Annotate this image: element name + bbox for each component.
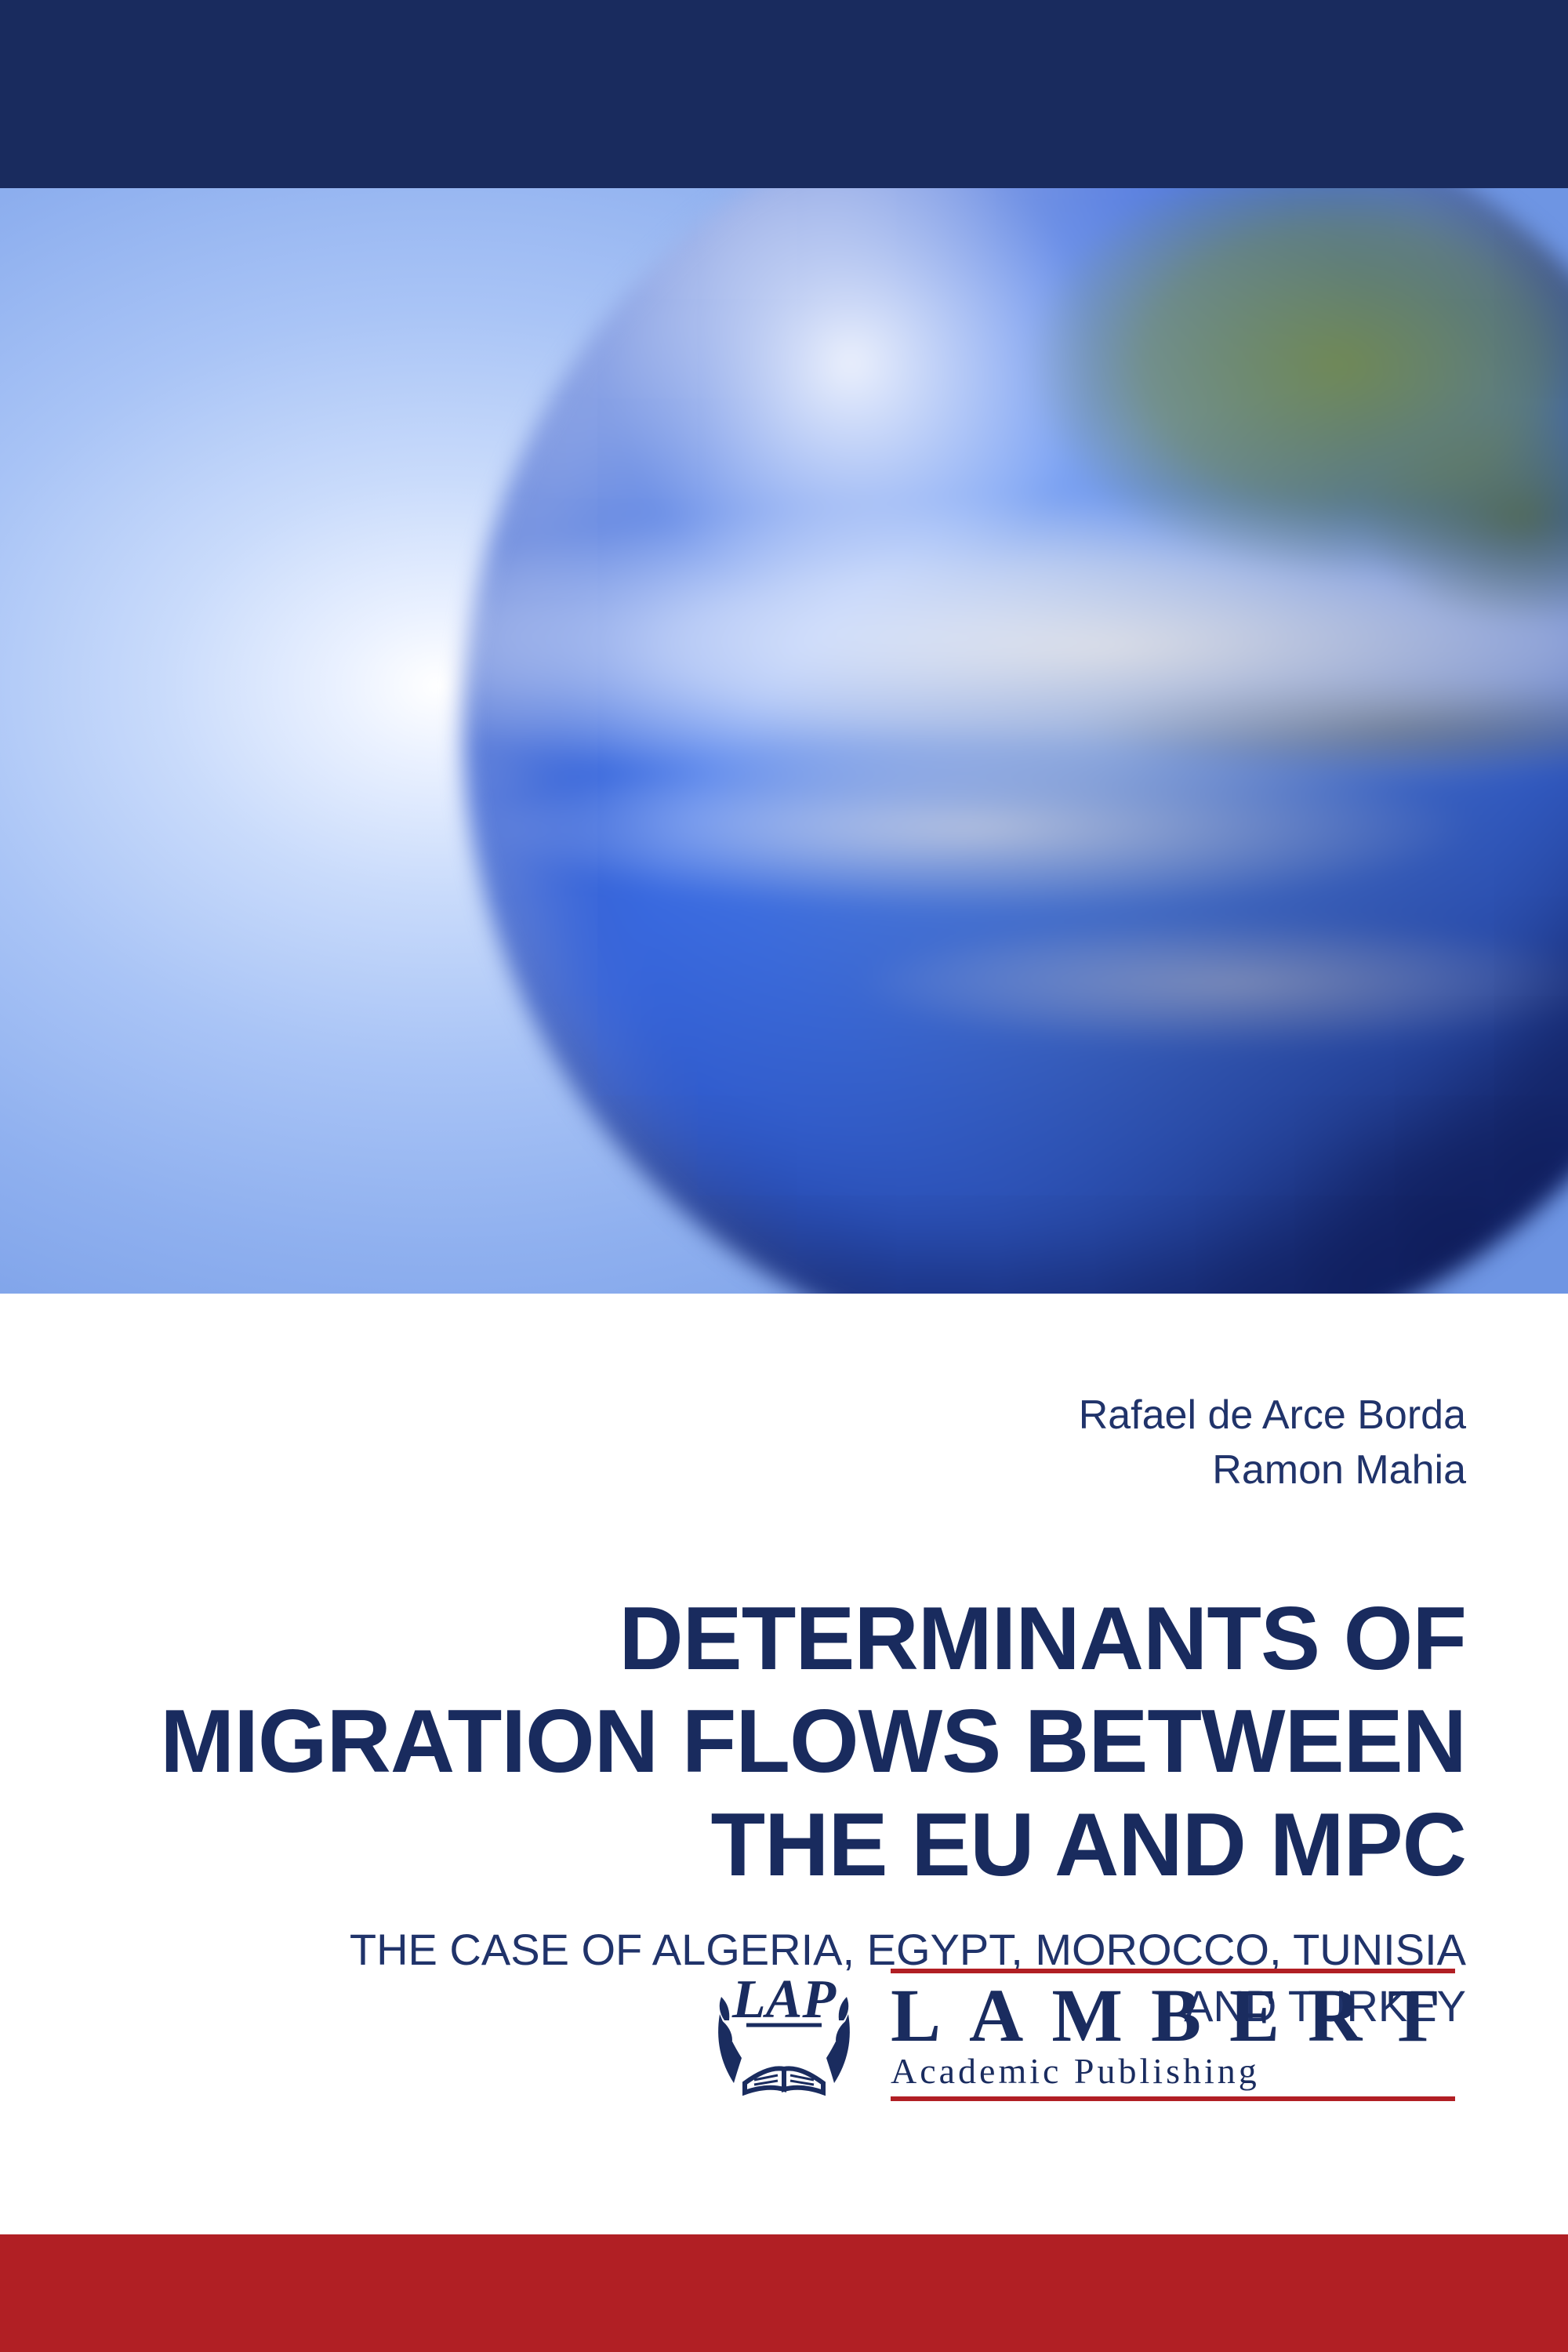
publisher-tagline: Academic Publishing bbox=[891, 2050, 1466, 2092]
book-title: DETERMINANTS OF MIGRATION FLOWS BETWEEN … bbox=[102, 1588, 1466, 1896]
badge-text: LAP bbox=[731, 1969, 837, 2030]
author-line-1: Rafael de Arce Borda bbox=[102, 1388, 1466, 1443]
hero-image bbox=[0, 188, 1568, 1294]
text-block: Rafael de Arce Borda Ramon Mahia DETERMI… bbox=[0, 1294, 1568, 2234]
author-line-2: Ramon Mahia bbox=[102, 1443, 1466, 1497]
publisher-name: LAMBERT bbox=[891, 1978, 1466, 2053]
bottom-bar bbox=[0, 2234, 1568, 2352]
book-cover: Rafael de Arce Borda Ramon Mahia DETERMI… bbox=[0, 0, 1568, 2352]
publisher-block: LAP LAMBERT Academic Publishing bbox=[706, 1962, 1466, 2101]
publisher-badge: LAP bbox=[706, 1965, 862, 2099]
publisher-text: LAMBERT Academic Publishing bbox=[891, 1962, 1466, 2101]
title-line-2: MIGRATION FLOWS BETWEEN bbox=[102, 1690, 1466, 1793]
globe-illustration bbox=[463, 188, 1568, 1294]
title-line-3: THE EU AND MPC bbox=[102, 1794, 1466, 1896]
title-line-1: DETERMINANTS OF bbox=[102, 1588, 1466, 1690]
publisher-rule-bottom bbox=[891, 2096, 1455, 2101]
lap-badge-icon: LAP bbox=[706, 1965, 862, 2099]
authors: Rafael de Arce Borda Ramon Mahia bbox=[102, 1388, 1466, 1497]
top-bar bbox=[0, 0, 1568, 188]
